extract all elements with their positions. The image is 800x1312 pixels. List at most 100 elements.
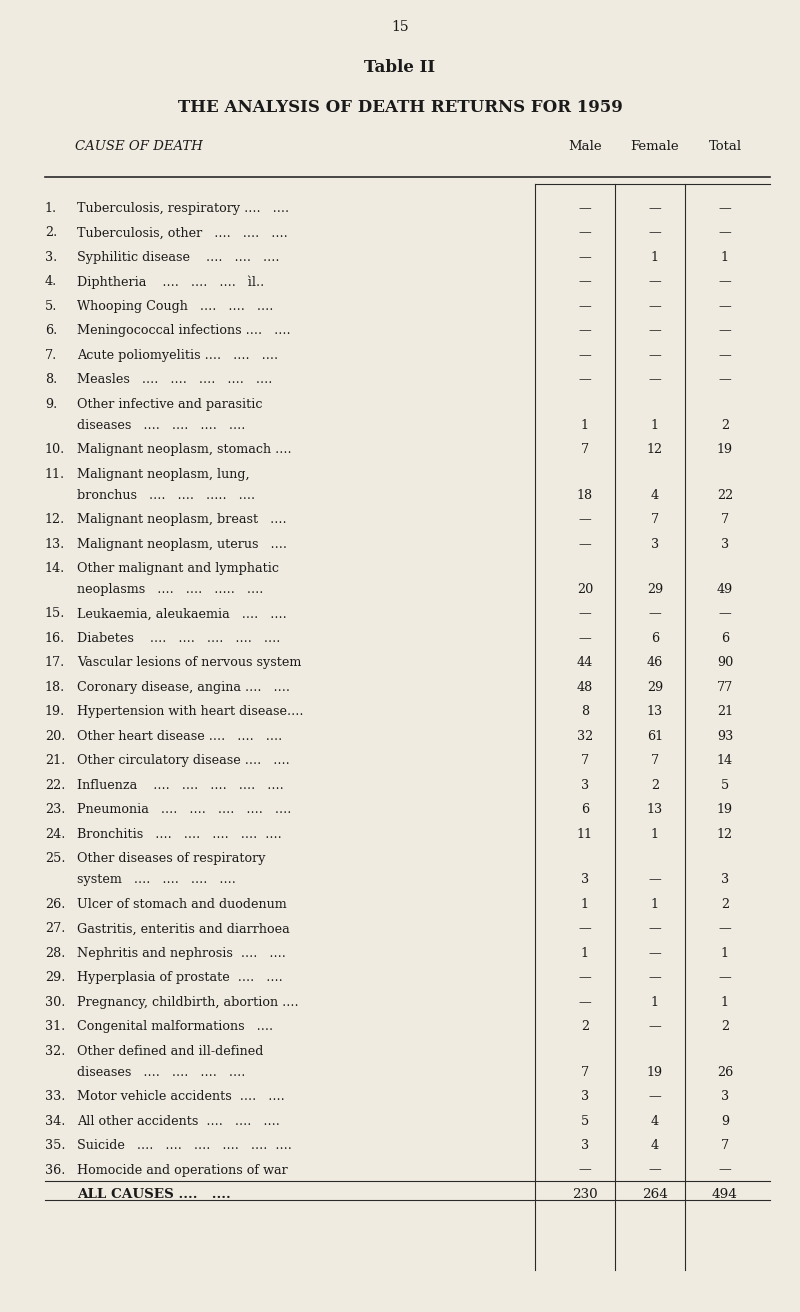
- Text: —: —: [578, 632, 591, 646]
- Text: Other heart disease ....   ....   ....: Other heart disease .... .... ....: [77, 729, 282, 743]
- Text: —: —: [718, 922, 731, 935]
- Text: THE ANALYSIS OF DEATH RETURNS FOR 1959: THE ANALYSIS OF DEATH RETURNS FOR 1959: [178, 98, 622, 115]
- Text: Motor vehicle accidents  ....   ....: Motor vehicle accidents .... ....: [77, 1090, 285, 1103]
- Text: 90: 90: [717, 656, 733, 669]
- Text: —: —: [649, 607, 662, 621]
- Text: —: —: [578, 538, 591, 551]
- Text: 1: 1: [651, 419, 659, 432]
- Text: 27.: 27.: [45, 922, 66, 935]
- Text: 7: 7: [651, 754, 659, 768]
- Text: diseases   ....   ....   ....   ....: diseases .... .... .... ....: [77, 1065, 246, 1078]
- Text: 13: 13: [647, 706, 663, 719]
- Text: 28.: 28.: [45, 947, 66, 960]
- Text: 33.: 33.: [45, 1090, 66, 1103]
- Text: 1: 1: [651, 996, 659, 1009]
- Text: 48: 48: [577, 681, 593, 694]
- Text: —: —: [649, 227, 662, 240]
- Text: —: —: [578, 1164, 591, 1177]
- Text: —: —: [578, 513, 591, 526]
- Text: —: —: [718, 607, 731, 621]
- Text: 19: 19: [717, 803, 733, 816]
- Text: Hypertension with heart disease....: Hypertension with heart disease....: [77, 706, 303, 719]
- Text: 18: 18: [577, 488, 593, 501]
- Text: —: —: [718, 227, 731, 240]
- Text: 6.: 6.: [45, 324, 58, 337]
- Text: 4: 4: [651, 1115, 659, 1127]
- Text: Coronary disease, angina ....   ....: Coronary disease, angina .... ....: [77, 681, 290, 694]
- Text: 26.: 26.: [45, 897, 66, 911]
- Text: 2: 2: [581, 1021, 589, 1034]
- Text: 9: 9: [721, 1115, 729, 1127]
- Text: 49: 49: [717, 583, 733, 596]
- Text: 11.: 11.: [45, 468, 65, 480]
- Text: 1: 1: [721, 947, 729, 960]
- Text: neoplasms   ....   ....   .....   ....: neoplasms .... .... ..... ....: [77, 583, 263, 596]
- Text: —: —: [649, 202, 662, 215]
- Text: 17.: 17.: [45, 656, 66, 669]
- Text: 1: 1: [581, 419, 589, 432]
- Text: 2: 2: [721, 897, 729, 911]
- Text: 2: 2: [651, 779, 659, 792]
- Text: 3: 3: [581, 779, 589, 792]
- Text: 23.: 23.: [45, 803, 66, 816]
- Text: 35.: 35.: [45, 1139, 66, 1152]
- Text: 21.: 21.: [45, 754, 66, 768]
- Text: CAUSE OF DEATH: CAUSE OF DEATH: [75, 140, 202, 154]
- Text: Hyperplasia of prostate  ....   ....: Hyperplasia of prostate .... ....: [77, 971, 282, 984]
- Text: 5: 5: [721, 779, 729, 792]
- Text: Table II: Table II: [365, 59, 435, 76]
- Text: 13.: 13.: [45, 538, 66, 551]
- Text: 4: 4: [651, 1139, 659, 1152]
- Text: 1: 1: [581, 897, 589, 911]
- Text: Suicide   ....   ....   ....   ....   ....  ....: Suicide .... .... .... .... .... ....: [77, 1139, 292, 1152]
- Text: Female: Female: [630, 140, 679, 154]
- Text: 3: 3: [721, 1090, 729, 1103]
- Text: Meningococcal infections ....   ....: Meningococcal infections .... ....: [77, 324, 290, 337]
- Text: —: —: [649, 1164, 662, 1177]
- Text: Acute poliomyelitis ....   ....   ....: Acute poliomyelitis .... .... ....: [77, 349, 278, 362]
- Text: 18.: 18.: [45, 681, 66, 694]
- Text: bronchus   ....   ....   .....   ....: bronchus .... .... ..... ....: [77, 488, 255, 501]
- Text: 7: 7: [581, 443, 589, 457]
- Text: —: —: [578, 227, 591, 240]
- Text: —: —: [578, 349, 591, 362]
- Text: 1: 1: [721, 251, 729, 264]
- Text: Pregnancy, childbirth, abortion ....: Pregnancy, childbirth, abortion ....: [77, 996, 298, 1009]
- Text: Tuberculosis, respiratory ....   ....: Tuberculosis, respiratory .... ....: [77, 202, 289, 215]
- Text: 2: 2: [721, 419, 729, 432]
- Text: 8: 8: [581, 706, 589, 719]
- Text: —: —: [578, 276, 591, 289]
- Text: 3: 3: [581, 874, 589, 887]
- Text: 3: 3: [721, 874, 729, 887]
- Text: 2.: 2.: [45, 227, 58, 240]
- Text: 4: 4: [651, 488, 659, 501]
- Text: 30.: 30.: [45, 996, 66, 1009]
- Text: —: —: [578, 922, 591, 935]
- Text: —: —: [578, 971, 591, 984]
- Text: 494: 494: [712, 1189, 738, 1200]
- Text: —: —: [649, 324, 662, 337]
- Text: —: —: [578, 996, 591, 1009]
- Text: 1: 1: [651, 897, 659, 911]
- Text: Other malignant and lymphatic: Other malignant and lymphatic: [77, 562, 279, 575]
- Text: Malignant neoplasm, uterus   ....: Malignant neoplasm, uterus ....: [77, 538, 287, 551]
- Text: 1: 1: [651, 251, 659, 264]
- Text: —: —: [578, 202, 591, 215]
- Text: diseases   ....   ....   ....   ....: diseases .... .... .... ....: [77, 419, 246, 432]
- Text: Bronchitis   ....   ....   ....   ....  ....: Bronchitis .... .... .... .... ....: [77, 828, 282, 841]
- Text: —: —: [718, 324, 731, 337]
- Text: —: —: [578, 300, 591, 314]
- Text: —: —: [649, 971, 662, 984]
- Text: —: —: [649, 874, 662, 887]
- Text: 25.: 25.: [45, 853, 66, 866]
- Text: 9.: 9.: [45, 398, 58, 411]
- Text: 22: 22: [717, 488, 733, 501]
- Text: Homocide and operations of war: Homocide and operations of war: [77, 1164, 288, 1177]
- Text: 14.: 14.: [45, 562, 66, 575]
- Text: 1: 1: [581, 947, 589, 960]
- Text: 5: 5: [581, 1115, 589, 1127]
- Text: Other circulatory disease ....   ....: Other circulatory disease .... ....: [77, 754, 290, 768]
- Text: —: —: [578, 251, 591, 264]
- Text: Whooping Cough   ....   ....   ....: Whooping Cough .... .... ....: [77, 300, 274, 314]
- Text: 44: 44: [577, 656, 593, 669]
